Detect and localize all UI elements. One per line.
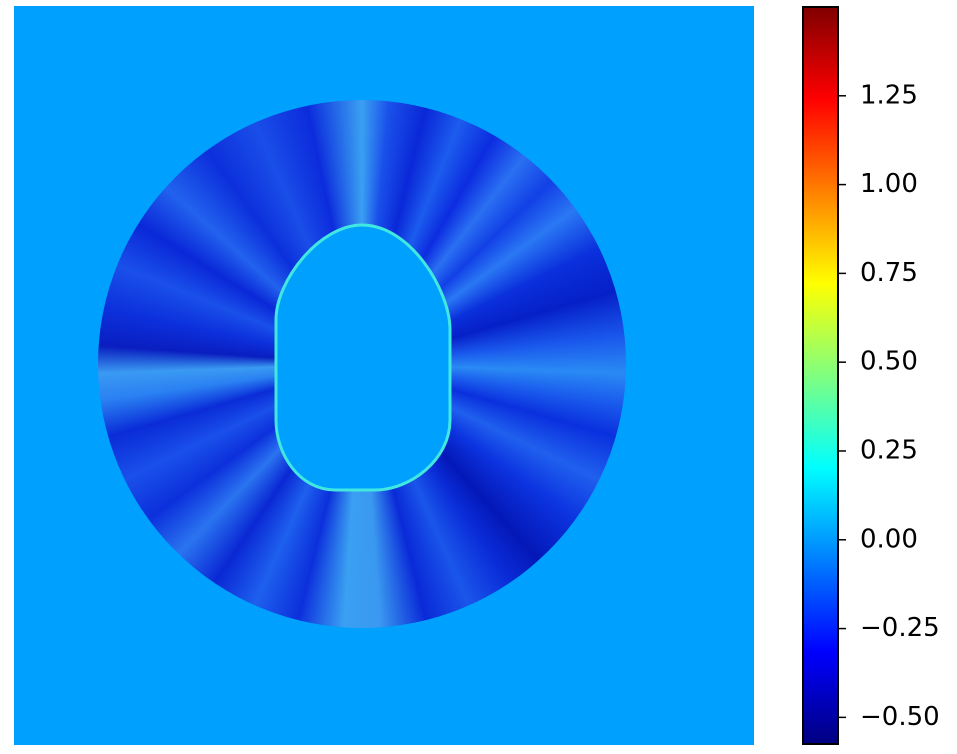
inner-region-layer	[274, 223, 452, 492]
colorbar-tick-label: 0.25	[860, 435, 918, 465]
colorbar-tick-label: −0.50	[860, 702, 940, 732]
colorbar-tick-label: 0.00	[860, 524, 918, 554]
heatmap-image	[14, 6, 754, 745]
colorbar-tick-label: 1.00	[860, 169, 918, 199]
colorbar-tick-label: −0.25	[860, 613, 940, 643]
colorbar-tick-label: 1.25	[860, 80, 918, 110]
colorbar-tick-label: 0.50	[860, 347, 918, 377]
colorbar-fill	[802, 6, 839, 745]
colorbar-tick-label: 0.75	[860, 258, 918, 288]
inner-boundary	[274, 223, 452, 492]
